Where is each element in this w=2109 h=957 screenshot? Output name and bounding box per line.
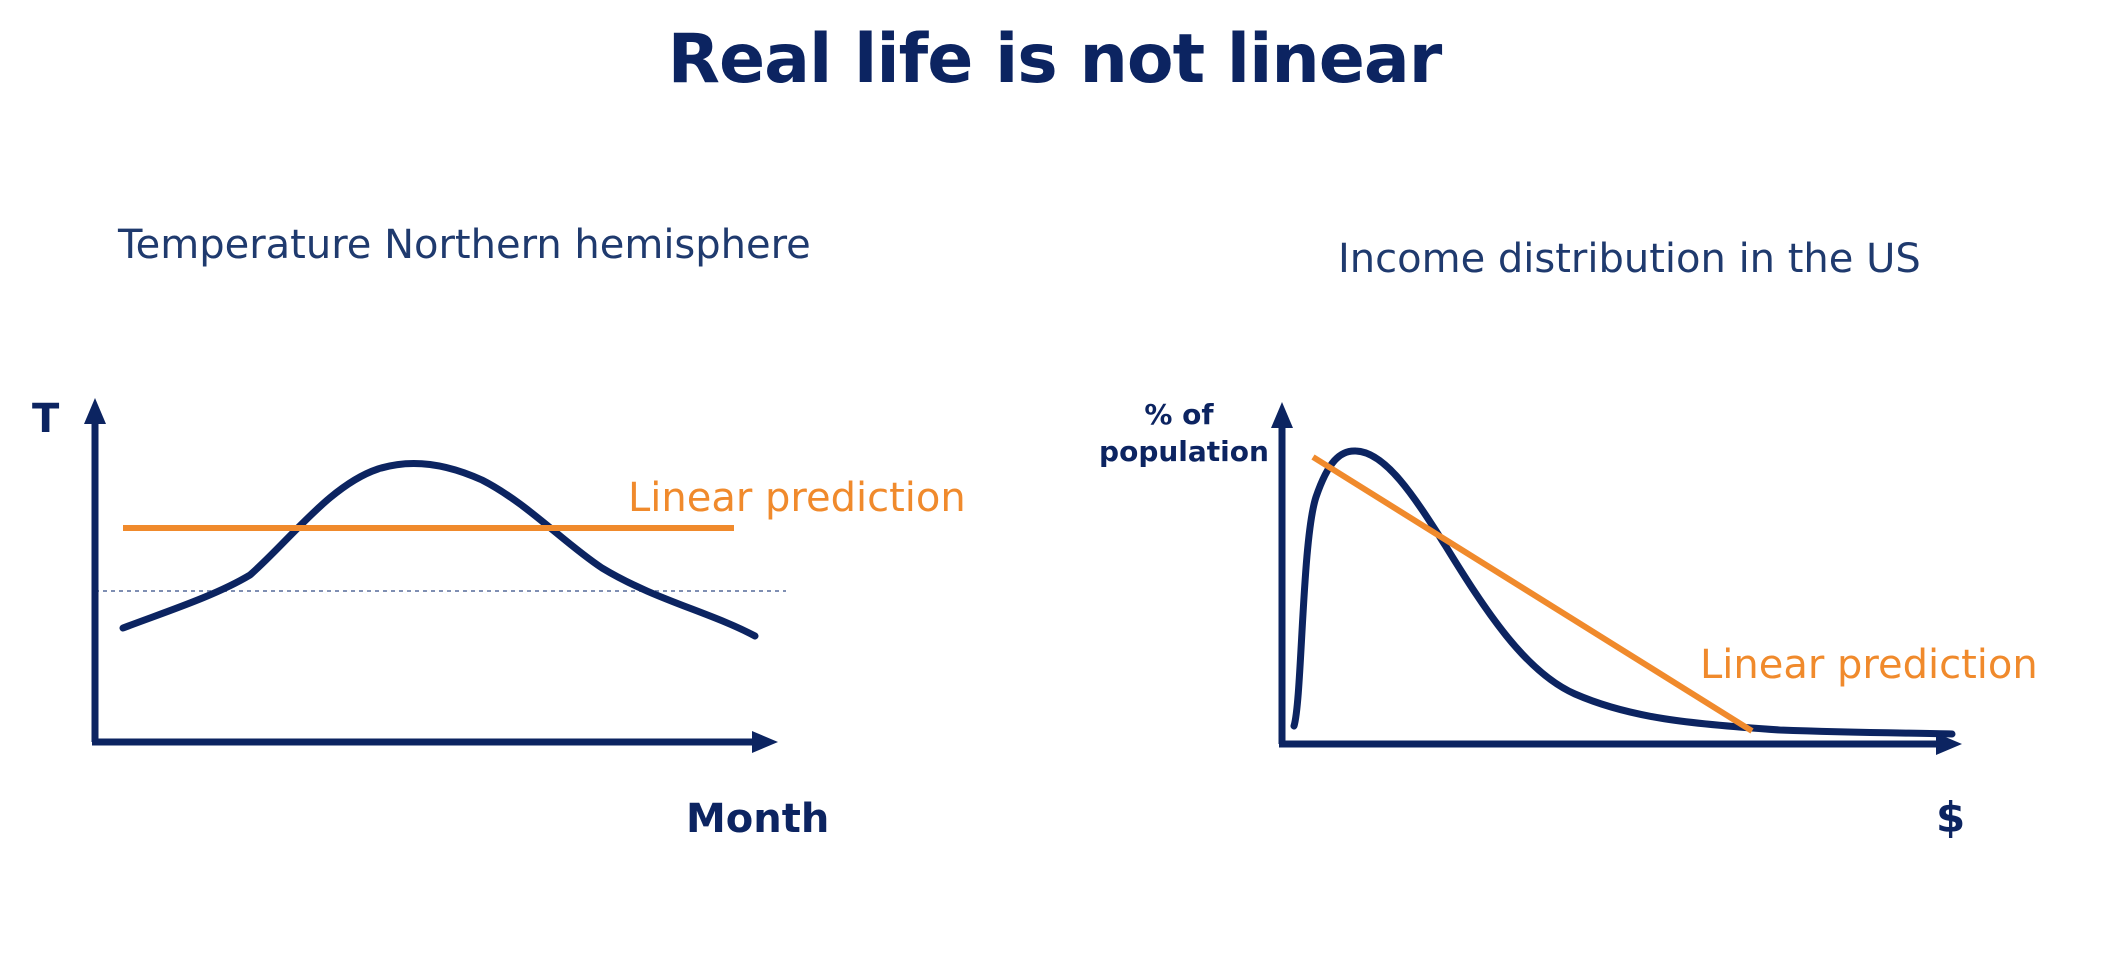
right-x-axis-label: $: [1936, 793, 1965, 842]
income-diagram: % of population $ Linear prediction: [1099, 398, 2038, 842]
income-distribution-curve: [1290, 447, 1956, 738]
left-diagram-subtitle: Temperature Northern hemisphere: [118, 222, 811, 268]
left-y-axis-label: T: [32, 396, 60, 442]
right-linear-prediction-line: [1311, 454, 1754, 734]
left-x-axis-arrow-icon: [752, 731, 778, 753]
slide-title: Real life is not linear: [667, 20, 1443, 99]
right-linear-prediction-label: Linear prediction: [1700, 642, 2038, 688]
right-y-axis-label-line2: population: [1099, 435, 1269, 468]
left-linear-prediction-label: Linear prediction: [628, 475, 966, 521]
left-x-axis-label: Month: [686, 796, 829, 842]
temperature-diagram: T Month Linear prediction: [32, 396, 966, 842]
right-diagram-subtitle: Income distribution in the US: [1338, 236, 1921, 282]
right-x-axis-arrow-icon: [1936, 733, 1962, 755]
right-y-axis-label-line1: % of: [1144, 398, 1214, 431]
left-y-axis-arrow-icon: [84, 398, 106, 424]
right-y-axis-arrow-icon: [1271, 402, 1293, 428]
temperature-curve: [119, 459, 759, 640]
